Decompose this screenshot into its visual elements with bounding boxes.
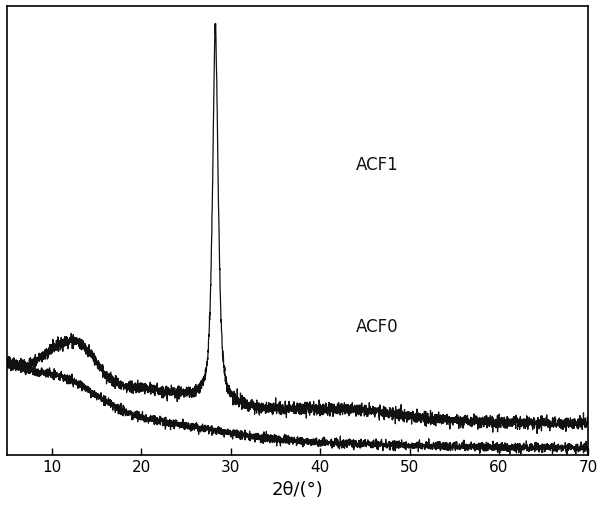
X-axis label: 2θ/(°): 2θ/(°) bbox=[272, 480, 324, 498]
Text: ACF1: ACF1 bbox=[356, 156, 399, 174]
Text: ACF0: ACF0 bbox=[356, 318, 399, 336]
